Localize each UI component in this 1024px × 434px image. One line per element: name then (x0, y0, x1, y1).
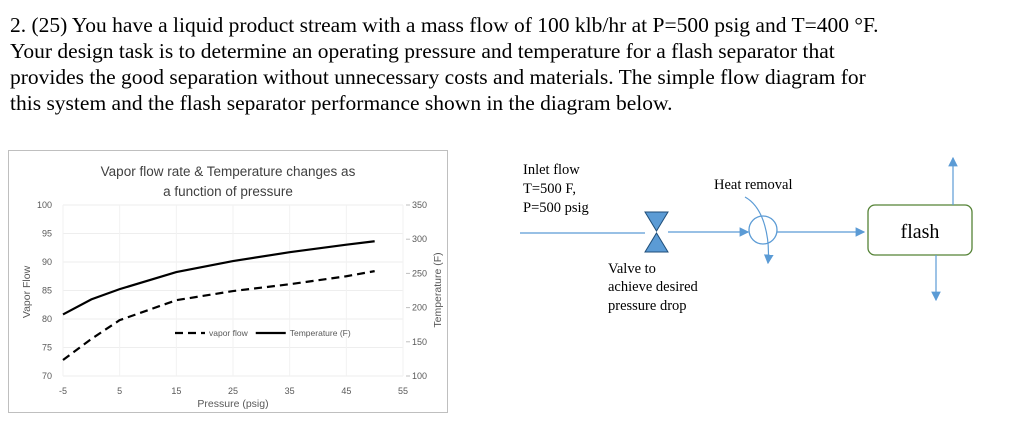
y2-tick-label: 350 (412, 200, 427, 210)
y2-tick-label: 200 (412, 303, 427, 313)
x-tick-label: 5 (117, 386, 122, 396)
series-line (62, 240, 375, 316)
valve (644, 211, 669, 253)
y2-tick-label: 100 (412, 371, 427, 381)
flow-diagram (520, 156, 973, 302)
y-tick-label: 85 (42, 286, 52, 296)
problem-line: Your design task is to determine an oper… (10, 39, 835, 63)
y-tick-label: 70 (42, 371, 52, 381)
y2-tick-label: 300 (412, 234, 427, 244)
flash-box (867, 204, 973, 256)
problem-line: provides the good separation without unn… (10, 65, 866, 89)
heat-arrow (744, 196, 774, 265)
heat-label: Heat removal (714, 177, 793, 193)
valve-label: Valve to (608, 261, 656, 277)
problem-line: this system and the flash separator perf… (10, 91, 673, 115)
x-tick-label: 35 (285, 386, 295, 396)
legend-label: Temperature (F) (290, 328, 351, 338)
y2-tick-label: 250 (412, 268, 427, 278)
x-tick-label: 45 (341, 386, 351, 396)
problem-line: 2. (25) You have a liquid product stream… (10, 13, 879, 37)
valve-label: achieve desired (608, 279, 699, 295)
y-axis-label: Vapor Flow (21, 265, 33, 318)
chart: 70 75 80 85 90 95 100 100 150 200 250 300 350 -5 5 15 25… (37, 200, 427, 396)
series-line (62, 270, 375, 361)
y-tick-label: 100 (37, 200, 52, 210)
heat-exchanger (748, 215, 778, 245)
y-tick-label: 90 (42, 257, 52, 267)
inlet-label: Inlet flow (523, 162, 580, 178)
legend-label: vapor flow (209, 328, 249, 338)
x-tick-label: 15 (171, 386, 181, 396)
valve-label: pressure drop (608, 298, 687, 314)
x-tick-label: 25 (228, 386, 238, 396)
y-tick-label: 95 (42, 229, 52, 239)
problem-text: 2. (25) You have a liquid product stream… (10, 13, 879, 115)
y-tick-label: 80 (42, 314, 52, 324)
inlet-label: T=500 F, (523, 181, 576, 197)
diagram-labels: Inlet flow T=500 F, P=500 psig Heat remo… (523, 162, 939, 314)
flash-label: flash (901, 221, 940, 243)
y2-tick-label: 150 (412, 337, 427, 347)
y2-axis-label: Temperature (F) (432, 252, 444, 327)
chart-frame (8, 150, 448, 413)
x-tick-label: -5 (59, 386, 67, 396)
y-tick-label: 75 (42, 343, 52, 353)
x-axis-label: Pressure (psig) (197, 398, 268, 410)
inlet-label: P=500 psig (523, 200, 589, 216)
x-tick-label: 55 (398, 386, 408, 396)
chart-title: Vapor flow rate & Temperature changes as… (101, 164, 356, 199)
